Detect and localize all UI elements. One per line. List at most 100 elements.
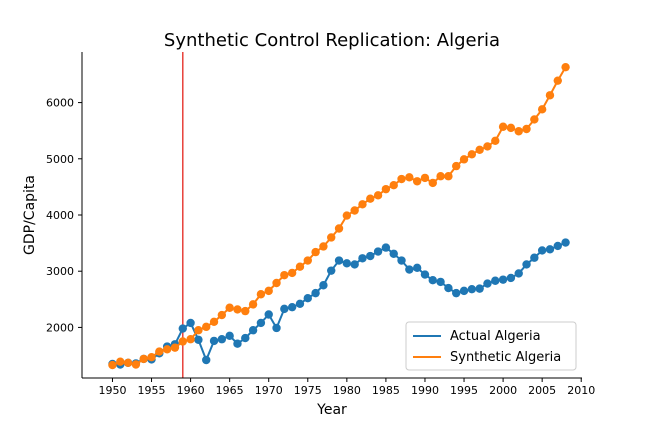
data-point-actual-algeria-1969 [256,318,266,328]
data-point-synthetic-algeria-2000 [498,122,508,131]
data-point-synthetic-algeria-1960 [186,335,195,344]
x-tick-label-2005: 2005 [528,384,556,397]
y-tick-label-4000: 4000 [46,209,74,222]
data-point-actual-algeria-1967 [241,333,250,343]
data-point-actual-algeria-1984 [373,247,383,256]
data-point-synthetic-algeria-2002 [514,127,523,136]
data-point-synthetic-algeria-1956 [155,347,164,356]
data-point-synthetic-algeria-1966 [233,305,242,314]
data-point-actual-algeria-1974 [295,299,305,309]
data-point-actual-algeria-1968 [248,326,258,335]
data-point-synthetic-algeria-1985 [381,184,391,194]
data-point-actual-algeria-1990 [420,270,430,279]
data-point-actual-algeria-1960 [186,318,195,328]
data-point-synthetic-algeria-2001 [506,123,516,133]
data-point-synthetic-algeria-1995 [459,155,469,164]
x-tick-label-1970: 1970 [255,384,283,397]
data-point-synthetic-algeria-1950 [108,360,117,370]
data-point-synthetic-algeria-1972 [280,270,289,280]
legend-label-actual: Actual Algeria [450,329,541,344]
data-point-synthetic-algeria-1969 [256,290,266,299]
data-point-synthetic-algeria-1963 [209,317,219,326]
data-point-actual-algeria-1989 [412,263,422,273]
data-point-synthetic-algeria-1986 [389,181,398,190]
plot-area [108,52,570,378]
data-point-synthetic-algeria-1998 [483,142,492,151]
data-point-actual-algeria-1993 [444,283,453,293]
y-tick-label-2000: 2000 [46,321,74,334]
data-point-synthetic-algeria-2008 [561,62,570,72]
data-point-actual-algeria-2004 [530,253,539,262]
data-point-synthetic-algeria-1980 [342,211,352,220]
x-tick-label-1980: 1980 [333,384,361,397]
data-point-actual-algeria-1992 [436,277,445,287]
data-point-actual-algeria-1973 [287,302,297,312]
x-ticks: 1950 1955 1960 1965 1970 1975 1980 1985 1990 1995… [98,378,595,397]
data-point-actual-algeria-1996 [467,284,477,294]
data-point-synthetic-algeria-2007 [553,76,562,85]
y-axis-title: GDP/Capita [22,175,38,255]
data-point-actual-algeria-1988 [405,265,414,274]
data-point-actual-algeria-1975 [303,293,312,303]
data-point-actual-algeria-1999 [491,276,500,285]
data-point-actual-algeria-2006 [545,245,555,254]
data-point-actual-algeria-1977 [319,281,328,290]
data-point-synthetic-algeria-2005 [537,105,547,114]
data-point-synthetic-algeria-1952 [123,358,133,368]
data-point-actual-algeria-1998 [483,279,492,288]
data-point-synthetic-algeria-1976 [311,247,320,257]
data-point-actual-algeria-1983 [366,251,375,261]
legend: Actual Algeria Synthetic Algeria [405,321,577,371]
data-point-actual-algeria-1972 [280,304,289,314]
y-tick-label-5000: 5000 [46,153,74,166]
y-tick-label-6000: 6000 [46,97,74,110]
data-point-synthetic-algeria-2003 [522,124,531,134]
data-point-synthetic-algeria-1979 [334,224,344,233]
data-point-synthetic-algeria-1967 [241,306,250,316]
data-point-actual-algeria-1976 [311,288,320,298]
data-point-synthetic-algeria-1959 [178,337,187,346]
x-tick-label-1975: 1975 [294,384,322,397]
data-point-actual-algeria-1997 [475,284,484,293]
data-point-synthetic-algeria-1965 [225,303,234,312]
x-tick-label-1955: 1955 [138,384,166,397]
data-point-actual-algeria-1986 [389,249,398,258]
data-point-synthetic-algeria-1977 [319,242,328,251]
data-point-actual-algeria-1995 [459,286,469,296]
data-point-synthetic-algeria-1971 [272,278,281,288]
data-point-actual-algeria-1994 [452,288,461,298]
data-point-synthetic-algeria-1993 [444,172,453,181]
data-point-actual-algeria-1987 [397,256,406,265]
data-point-actual-algeria-2005 [537,246,547,255]
x-tick-label-1965: 1965 [216,384,244,397]
data-point-synthetic-algeria-1990 [420,173,430,183]
data-point-actual-algeria-2003 [522,260,531,269]
data-point-synthetic-algeria-1964 [217,310,227,320]
y-ticks: 2000 3000 4000 5000 6000 [46,97,82,334]
data-point-synthetic-algeria-2006 [545,91,555,100]
data-point-actual-algeria-1980 [342,259,352,268]
data-point-actual-algeria-2008 [561,238,570,247]
data-point-synthetic-algeria-1983 [366,194,375,203]
data-point-synthetic-algeria-1973 [287,268,297,278]
data-point-synthetic-algeria-1953 [131,360,141,369]
data-point-synthetic-algeria-1981 [350,206,359,215]
data-point-actual-algeria-1962 [202,355,211,365]
x-tick-label-1950: 1950 [98,384,126,397]
data-point-synthetic-algeria-1996 [467,150,477,159]
data-point-synthetic-algeria-1970 [264,286,273,296]
data-point-synthetic-algeria-1988 [405,173,414,182]
data-point-synthetic-algeria-1962 [202,322,211,332]
data-point-synthetic-algeria-1958 [170,343,180,352]
data-point-synthetic-algeria-1992 [436,172,445,181]
data-point-synthetic-algeria-1982 [358,200,367,209]
legend-label-synthetic: Synthetic Algeria [450,350,561,365]
data-point-actual-algeria-1964 [217,335,227,344]
data-point-actual-algeria-1959 [178,324,187,333]
chart-title: Synthetic Control Replication: Algeria [164,30,500,51]
data-point-actual-algeria-2002 [514,269,523,278]
data-point-synthetic-algeria-1984 [373,191,383,200]
data-point-synthetic-algeria-1974 [295,262,305,271]
series-line-synthetic-algeria [112,66,567,366]
